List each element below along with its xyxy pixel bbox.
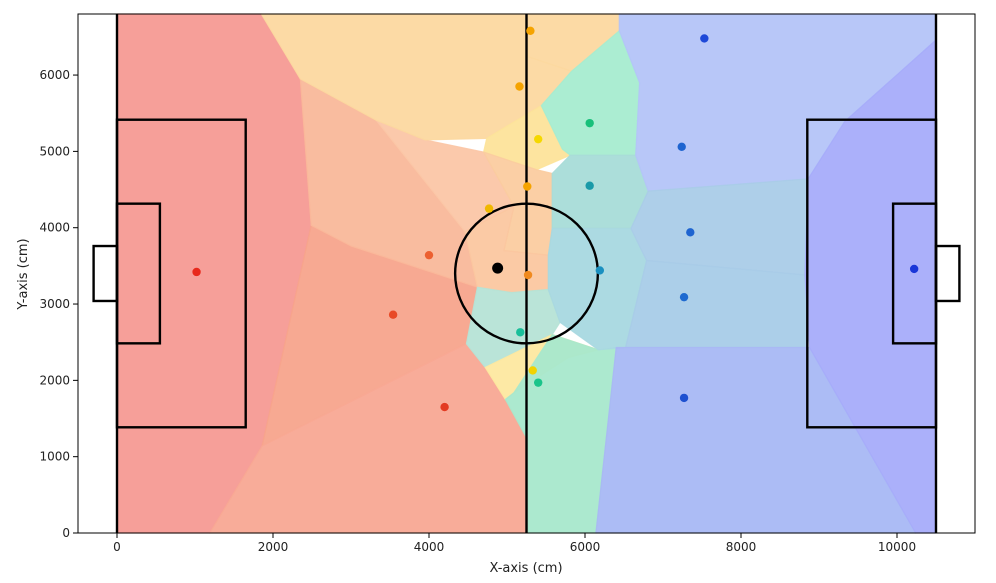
axes: 0 2000 4000 6000 8000 10000 0 1000 2000 3000 4000 5… [39, 13, 976, 554]
player-point-15 [595, 266, 605, 275]
x-tick-label: 10000 [878, 540, 916, 554]
player-point-14 [585, 181, 594, 190]
x-tick-label: 6000 [570, 540, 601, 554]
player-point-1 [388, 310, 398, 319]
player-point-18 [679, 393, 689, 403]
player-point-2 [424, 250, 434, 260]
player-points [192, 26, 919, 412]
voronoi-region-17 [630, 178, 809, 276]
voronoi-region-18 [624, 259, 809, 349]
y-axis-label: Y-axis (cm) [16, 238, 31, 310]
x-tick-label: 0 [113, 540, 121, 554]
y-tick-label: 0 [62, 526, 70, 540]
player-point-13 [585, 118, 594, 128]
right-goal [934, 244, 961, 303]
player-point-4 [484, 204, 494, 213]
player-point-0 [192, 267, 201, 277]
y-tick-label: 1000 [39, 450, 70, 464]
player-point-21 [909, 264, 919, 274]
player-point-6 [523, 182, 532, 191]
voronoi-regions [116, 13, 937, 534]
x-tick-label: 4000 [414, 540, 445, 554]
player-point-10 [528, 366, 537, 375]
y-tick-label: 6000 [39, 68, 70, 82]
player-point-19 [686, 228, 695, 237]
x-axis-label: X-axis (cm) [489, 561, 562, 576]
player-point-7 [523, 270, 533, 280]
player-point-17 [679, 292, 689, 302]
y-tick-label: 4000 [39, 221, 70, 235]
player-point-5 [515, 82, 524, 91]
y-tick-label: 2000 [39, 373, 70, 387]
x-tick-label: 8000 [726, 540, 757, 554]
player-point-9 [534, 134, 543, 144]
player-point-8 [526, 26, 535, 35]
x-tick-label: 2000 [258, 540, 289, 554]
voronoi-region-14 [551, 154, 649, 230]
pitch-markings [92, 14, 961, 533]
left-goal [92, 244, 119, 303]
player-point-3 [440, 402, 449, 412]
y-tick-label: 5000 [39, 144, 70, 158]
plot-frame [77, 13, 976, 534]
player-point-16 [677, 142, 686, 152]
player-point-20 [700, 34, 709, 43]
player-point-12 [534, 378, 543, 387]
y-tick-label: 3000 [39, 297, 70, 311]
player-point-11 [516, 328, 525, 337]
ball-point [492, 262, 504, 274]
